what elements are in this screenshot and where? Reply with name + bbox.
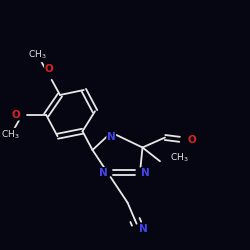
Text: CH$_3$: CH$_3$	[170, 151, 188, 164]
Text: N: N	[141, 168, 150, 177]
Text: N: N	[107, 132, 116, 142]
Text: CH$_3$: CH$_3$	[2, 129, 20, 141]
Text: N: N	[139, 224, 147, 234]
Text: CH$_3$: CH$_3$	[28, 49, 47, 61]
Text: O: O	[187, 135, 196, 145]
Text: O: O	[44, 64, 54, 74]
Text: O: O	[12, 110, 20, 120]
Text: N: N	[99, 168, 108, 177]
